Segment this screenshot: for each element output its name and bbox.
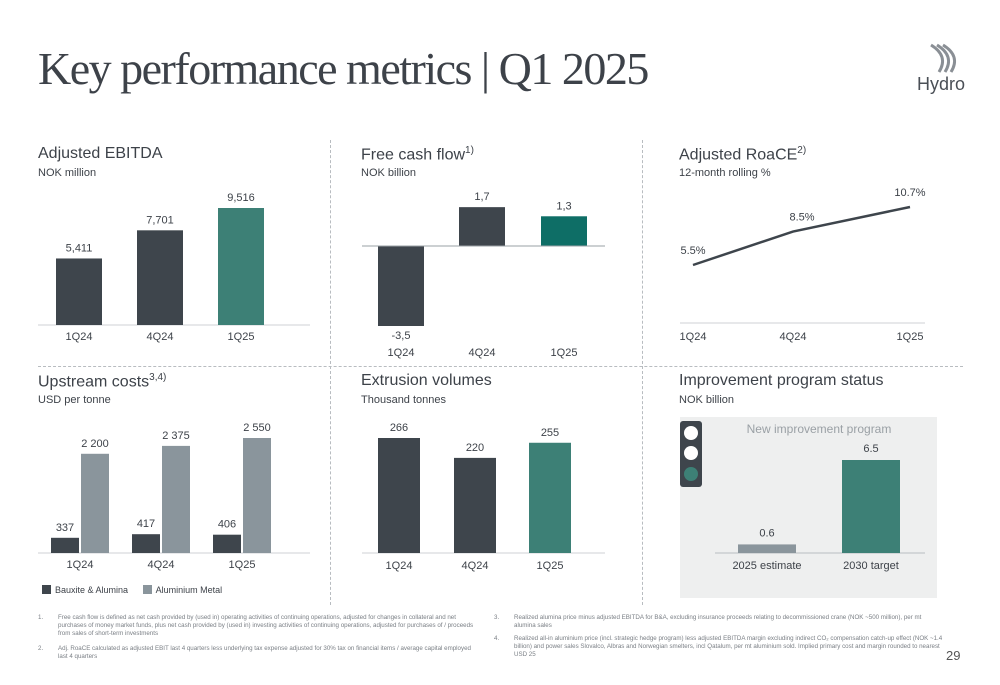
tick-label: 4Q24 (462, 560, 489, 572)
bar-bauxite (51, 537, 79, 553)
tick-label: 1Q24 (66, 331, 93, 343)
data-label: 10.7% (894, 187, 925, 199)
tick-label: 2030 target (843, 560, 899, 572)
tick-label: 1Q25 (229, 559, 256, 571)
panel-title: Improvement program status (679, 372, 884, 389)
bar (56, 258, 102, 325)
footnote: 2. Adj. RoaCE calculated as adjusted EBI… (38, 645, 471, 660)
data-label: 9,516 (227, 192, 255, 204)
separator (38, 366, 963, 367)
bar (378, 438, 420, 553)
data-label: 1,7 (474, 191, 489, 203)
bar (842, 460, 900, 553)
logo-text: Hydro (917, 74, 966, 94)
tick-label: 4Q24 (147, 331, 174, 343)
legend-swatch-aluminium (142, 585, 152, 594)
data-label: 5.5% (680, 245, 705, 257)
data-label: 2 200 (81, 438, 109, 450)
panel-subtitle: NOK billion (679, 394, 735, 406)
bar (137, 230, 183, 325)
data-label: 6.5 (863, 443, 878, 455)
legend-label: Bauxite & Alumina (55, 585, 129, 595)
traffic-light-red (684, 426, 698, 440)
data-label: 406 (218, 519, 236, 531)
separator (642, 140, 643, 605)
tick-label: 1Q24 (680, 331, 707, 343)
tick-label: 1Q25 (537, 560, 564, 572)
footnote-ref: 1) (465, 145, 474, 156)
panel-subtitle: USD per tonne (38, 394, 111, 406)
hydro-logo-icon (930, 43, 957, 73)
tick-label: 1Q24 (67, 559, 94, 571)
data-label: 2 375 (162, 430, 190, 442)
panel-title: Adjusted EBITDA (38, 145, 163, 162)
bar (738, 544, 796, 553)
bar-aluminium (243, 438, 271, 553)
tick-label: 1Q25 (228, 331, 255, 343)
footnote-ref: 3,4) (149, 372, 167, 383)
tick-label: 4Q24 (780, 331, 807, 343)
panel-subtitle: NOK billion (361, 167, 417, 179)
data-label: 1,3 (556, 200, 571, 212)
data-label: 8.5% (789, 212, 814, 224)
box-title: New improvement program (747, 422, 892, 436)
bar-aluminium (81, 453, 109, 553)
tick-label: 2025 estimate (732, 560, 801, 572)
data-label: 255 (541, 427, 559, 439)
footnote: 1. Free cash flow is defined as net cash… (38, 614, 474, 637)
tick-label: 4Q24 (469, 347, 496, 359)
panel-subtitle: 12-month rolling % (679, 167, 771, 179)
bar (378, 246, 424, 326)
bar (541, 216, 587, 246)
bar-bauxite (132, 534, 160, 553)
data-label: 417 (137, 518, 155, 530)
panel-title: Extrusion volumes (361, 372, 492, 389)
footnote: 3. Realized alumina price minus adjusted… (494, 614, 922, 629)
tick-label: 1Q24 (386, 560, 413, 572)
page-number: 29 (946, 648, 961, 663)
bar-bauxite (213, 534, 241, 553)
legend-label: Aluminium Metal (155, 585, 223, 595)
page-title: Key performance metrics | Q1 2025 (38, 43, 649, 94)
bar (459, 207, 505, 246)
tick-label: 1Q25 (551, 347, 578, 359)
tick-label: 1Q25 (897, 331, 924, 343)
footnote: 4. Realized all-in aluminium price (incl… (494, 635, 943, 658)
panel-title: Upstream costs (38, 373, 150, 391)
data-label: -3,5 (392, 330, 411, 342)
bar-aluminium (162, 445, 190, 553)
data-label: 266 (390, 422, 408, 434)
tick-label: 4Q24 (148, 559, 175, 571)
legend: Bauxite & Alumina Aluminium Metal (42, 585, 222, 595)
panel-title: Adjusted RoaCE (679, 146, 798, 164)
panel-title: Free cash flow (361, 146, 466, 164)
separator (330, 140, 331, 605)
data-label: 2 550 (243, 422, 271, 434)
data-label: 7,701 (146, 214, 174, 226)
traffic-light-yellow (684, 446, 698, 460)
data-label: 220 (466, 442, 484, 454)
bar (529, 442, 571, 553)
panel-subtitle: Thousand tonnes (361, 394, 447, 406)
footnote-ref: 2) (797, 145, 807, 156)
data-label: 0.6 (759, 527, 774, 539)
traffic-light-green (684, 467, 698, 481)
data-label: 337 (56, 522, 74, 534)
bar (454, 457, 496, 553)
legend-swatch-bauxite (42, 585, 51, 594)
panel-subtitle: NOK million (38, 167, 97, 179)
tick-label: 1Q24 (388, 347, 415, 359)
data-label: 5,411 (66, 242, 93, 254)
bar (218, 208, 264, 325)
